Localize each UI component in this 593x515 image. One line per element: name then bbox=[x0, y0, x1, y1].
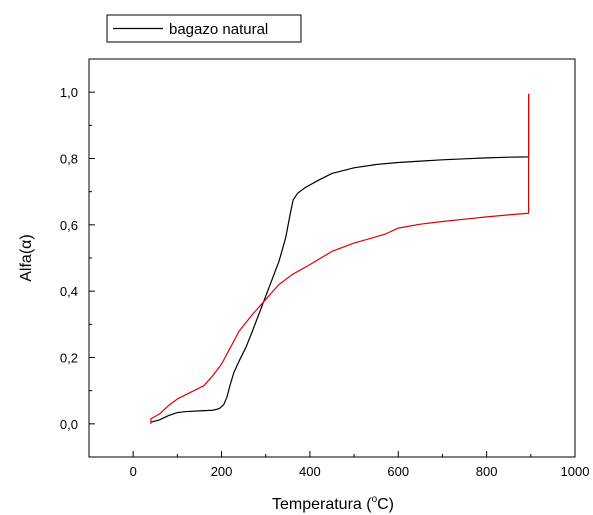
y-tick-label: 0,2 bbox=[60, 351, 78, 366]
series-line-2 bbox=[150, 93, 530, 424]
y-tick-label: 0,8 bbox=[60, 152, 78, 167]
x-tick-label: 800 bbox=[476, 464, 498, 479]
legend-label-bagazo-natural: bagazo natural bbox=[169, 21, 268, 38]
x-tick-label: 600 bbox=[387, 464, 409, 479]
x-axis-title-prefix: Temperatura ( bbox=[272, 496, 372, 513]
x-axis-ticks bbox=[88, 451, 576, 457]
y-tick-label: 0,6 bbox=[60, 218, 78, 233]
x-tick-label: 200 bbox=[211, 464, 233, 479]
x-axis-title: Temperatura (oC) bbox=[272, 494, 394, 513]
y-axis-title-suffix: ) bbox=[18, 234, 35, 239]
series-layer bbox=[150, 93, 530, 424]
y-tick-label: 1,0 bbox=[60, 85, 78, 100]
x-tick-label: 1000 bbox=[561, 464, 590, 479]
x-axis-tick-labels: 0 200 400 600 800 1000 bbox=[130, 464, 590, 479]
x-tick-label: 0 bbox=[130, 464, 137, 479]
y-axis-ticks bbox=[89, 58, 95, 458]
series-line-1 bbox=[150, 93, 530, 423]
x-tick-label: 400 bbox=[299, 464, 321, 479]
y-axis-title-symbol: α bbox=[18, 240, 35, 249]
y-tick-label: 0,4 bbox=[60, 284, 78, 299]
legend: bagazo natural bbox=[106, 14, 302, 43]
x-axis-title-suffix: C) bbox=[377, 496, 394, 513]
plot-frame bbox=[88, 58, 576, 458]
y-axis-title-prefix: Alfa( bbox=[18, 248, 35, 282]
y-axis-title: Alfa(α) bbox=[18, 234, 35, 281]
y-axis-tick-labels: 0,0 0,2 0,4 0,6 0,8 1,0 bbox=[60, 85, 78, 432]
y-tick-label: 0,0 bbox=[60, 417, 78, 432]
x-axis-title-degree: o bbox=[372, 494, 378, 505]
